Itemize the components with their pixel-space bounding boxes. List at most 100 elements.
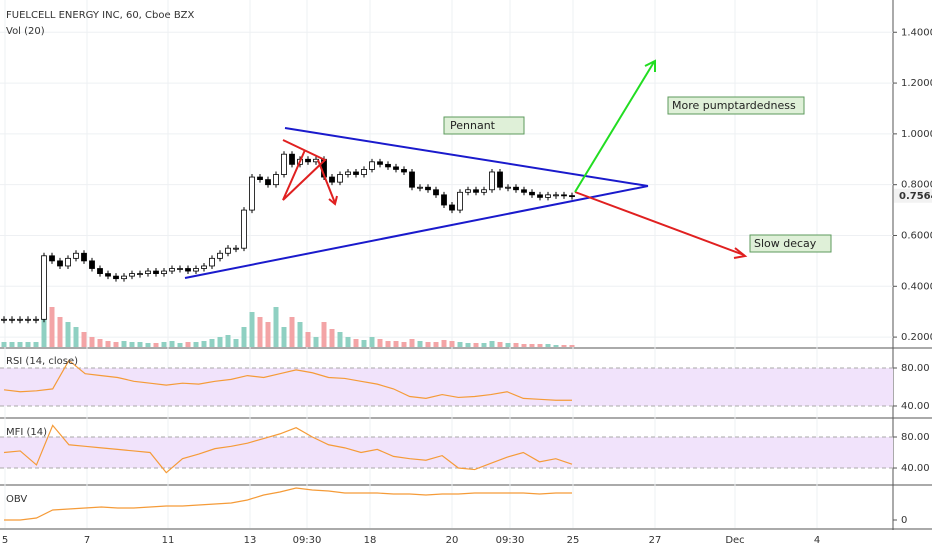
volume-bar [521, 344, 527, 347]
x-tick-label: 11 [162, 535, 175, 546]
volume-bar [329, 329, 335, 347]
arrow [574, 191, 745, 256]
volume-bar [369, 337, 375, 347]
volume-bar [257, 317, 263, 347]
volume-bar [513, 343, 519, 347]
x-tick-label: Dec [725, 535, 744, 546]
candle-body [329, 176, 335, 183]
volume-bar [129, 342, 135, 347]
volume-bar [321, 322, 327, 347]
indicator-line [4, 487, 572, 521]
x-tick-label: 27 [649, 535, 662, 546]
candle-body [81, 252, 87, 262]
candle-body [33, 318, 39, 321]
candle-body [449, 204, 455, 211]
volume-bar [473, 343, 479, 347]
volume-bar [57, 317, 63, 347]
volume-bar [297, 322, 303, 347]
candle-body [169, 268, 175, 272]
price-tag [894, 188, 932, 203]
volume-bar [233, 339, 239, 347]
y-tick-label: 80.00 [901, 363, 930, 374]
candle-body [17, 318, 23, 321]
volume-bar [313, 337, 319, 347]
volume-bar [249, 312, 255, 347]
trendline [284, 127, 649, 187]
x-tick-label: 09:30 [293, 535, 322, 546]
volume-bar [105, 341, 111, 347]
volume-bar [545, 344, 551, 347]
note: Slow decay [754, 237, 817, 250]
candle-body [161, 270, 167, 274]
candle-body [377, 161, 383, 165]
arrow [574, 61, 655, 193]
volume-bar [217, 337, 223, 347]
y-tick-label: 40.00 [901, 463, 930, 474]
volume-bar [201, 341, 207, 347]
candle-body [545, 194, 551, 198]
candle-body [273, 174, 279, 186]
volume-bar [489, 341, 495, 347]
y-tick-label: 0.8000 [901, 180, 932, 191]
candle-body [65, 257, 71, 267]
candle-body [505, 186, 511, 189]
candle-body [281, 153, 287, 175]
volume-bar [537, 344, 543, 347]
x-tick-label: 18 [364, 535, 377, 546]
candle-body [369, 161, 375, 170]
x-tick-label: 13 [244, 535, 257, 546]
volume-bar [241, 327, 247, 347]
candle-body [57, 260, 63, 267]
arrow-head [644, 59, 656, 72]
volume-bar [457, 342, 463, 347]
candle-body [137, 273, 143, 275]
candle-body [121, 275, 127, 280]
candle-body [257, 176, 263, 180]
note: More pumptardedness [672, 99, 796, 112]
candle-body [569, 195, 575, 198]
volume-bar [225, 335, 231, 347]
y-tick-label: 0 [901, 515, 907, 526]
candle-body [337, 174, 343, 183]
volume-bar [97, 339, 103, 347]
volume-bar [265, 322, 271, 347]
candle-body [105, 273, 111, 277]
candle-body [465, 189, 471, 193]
volume-bar [569, 345, 575, 347]
volume-bar [137, 342, 143, 347]
volume-label: Vol (20) [6, 26, 45, 37]
candle-body [553, 194, 559, 197]
volume-bar [17, 342, 23, 347]
candle-body [73, 252, 79, 259]
candle-body [177, 268, 183, 270]
candle-body [241, 209, 247, 249]
candle-body [217, 252, 223, 259]
volume-bar [385, 341, 391, 347]
volume-bar [177, 343, 183, 347]
candle-body [353, 171, 359, 175]
candle-body [361, 169, 367, 175]
x-tick-label: 7 [84, 535, 90, 546]
candle-body [425, 186, 431, 191]
x-tick-label: 20 [446, 535, 459, 546]
candle-body [145, 270, 151, 274]
volume-bar [1, 342, 7, 347]
candle-body [1, 318, 7, 321]
volume-bar [289, 317, 295, 347]
note-box [443, 116, 525, 135]
volume-bar [497, 342, 503, 347]
candle-body [537, 194, 543, 198]
y-tick-label: 80.00 [901, 432, 930, 443]
volume-bar [193, 342, 199, 347]
volume-bar [161, 342, 167, 347]
volume-bar [145, 343, 151, 347]
candle-body [209, 257, 215, 267]
band [0, 367, 893, 406]
candle-body [457, 191, 463, 211]
trendline [184, 185, 649, 279]
volume-bar [73, 327, 79, 347]
volume-bar [393, 341, 399, 347]
